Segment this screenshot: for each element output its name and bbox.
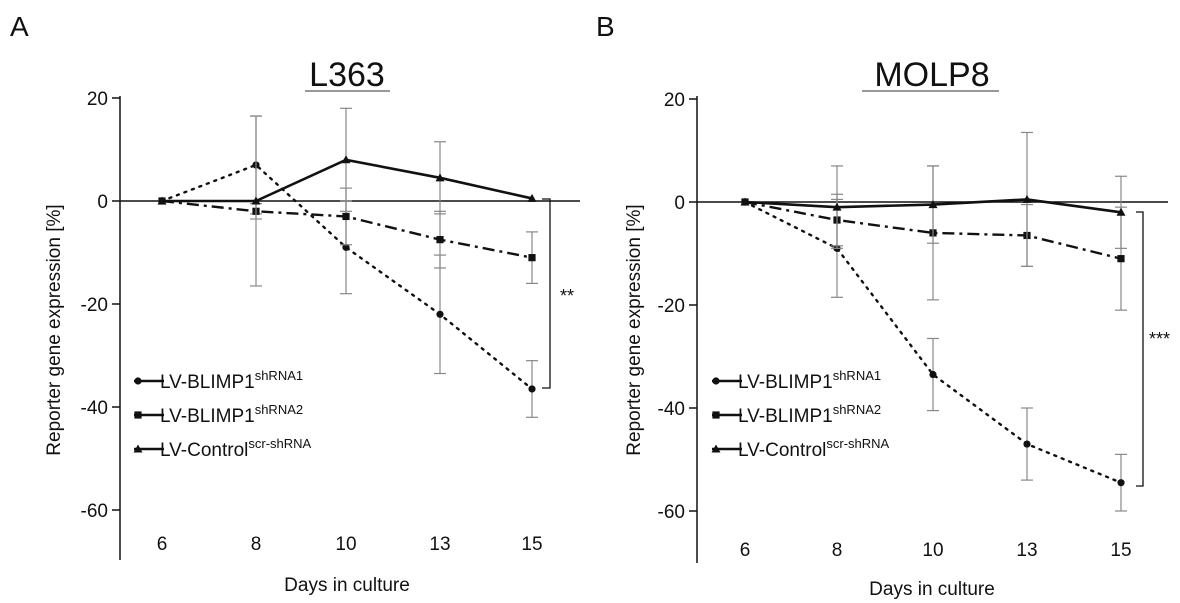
x-tick-label: 6 (157, 534, 168, 555)
x-tick-label: 15 (1110, 540, 1131, 561)
significance-label: ** (560, 286, 574, 306)
legend-entry-name: LV-BLIMP1 (160, 406, 255, 427)
x-tick-label: 15 (521, 534, 542, 555)
data-point (528, 385, 536, 393)
legend-marker (711, 444, 721, 453)
legend-entry-name: LV-BLIMP1 (738, 406, 833, 427)
series-2 (157, 107, 537, 287)
panel-label: B (596, 11, 615, 42)
legend-entry-superscript: shRNA1 (833, 368, 881, 383)
data-point (342, 243, 350, 251)
legend-entry: LV-BLIMP1shRNA1 (738, 368, 881, 393)
data-point (341, 155, 351, 164)
data-point (342, 212, 350, 221)
data-point (1116, 207, 1126, 216)
data-point (832, 202, 842, 211)
data-point (1117, 255, 1125, 263)
x-axis-label: Days in culture (869, 579, 995, 600)
series-line (162, 158, 533, 203)
legend-entry-superscript: shRNA2 (255, 402, 303, 417)
x-tick-label: 8 (251, 534, 262, 555)
y-tick-label: 20 (87, 89, 108, 110)
series-1 (158, 187, 538, 284)
legend-marker (712, 377, 720, 385)
legend-marker (134, 411, 142, 419)
legend: LV-BLIMP1shRNA1LV-BLIMP1shRNA2LV-Control… (711, 368, 890, 461)
legend-entry-superscript: shRNA1 (255, 368, 303, 383)
legend-entry: LV-BLIMP1shRNA1 (160, 368, 303, 393)
y-tick-label: -60 (81, 501, 108, 522)
legend-entry-name: LV-Control (738, 440, 826, 461)
legend-entry: LV-BLIMP1shRNA2 (738, 402, 881, 427)
x-tick-label: 13 (429, 534, 450, 555)
legend-marker (134, 377, 142, 385)
legend-entry-name: LV-Control (160, 440, 248, 461)
series-2 (740, 131, 1127, 267)
legend-entry: LV-Controlscr-shRNA (160, 436, 312, 461)
chart-panel-B: B MOLP8 20 0 -20 -40 -60 6 8 10 13 15 Days in cultur… (596, 11, 1170, 600)
data-point (251, 196, 261, 205)
legend-marker (133, 444, 143, 453)
legend-entry-superscript: scr-shRNA (826, 436, 889, 451)
panel-label: A (10, 11, 29, 42)
data-point (527, 193, 537, 202)
data-point (436, 310, 444, 318)
series-line (160, 163, 534, 391)
data-point (1023, 440, 1031, 448)
significance-bracket (1136, 211, 1144, 487)
x-tick-label: 13 (1016, 540, 1037, 561)
legend: LV-BLIMP1shRNA1LV-BLIMP1shRNA2LV-Control… (133, 368, 312, 461)
y-axis-label: Reporter gene expression [%] (44, 204, 65, 455)
significance-bracket (542, 198, 551, 389)
data-point (740, 197, 750, 206)
x-tick-label: 6 (740, 540, 751, 561)
legend-entry: LV-Controlscr-shRNA (738, 436, 890, 461)
data-point (528, 254, 536, 262)
legend-entry: LV-BLIMP1shRNA2 (160, 402, 303, 427)
legend-entry-superscript: shRNA2 (833, 402, 881, 417)
x-tick-label: 8 (832, 540, 843, 561)
legend-marker (712, 411, 720, 419)
data-point (928, 200, 938, 209)
y-tick-label: 20 (664, 90, 685, 111)
chart-title: MOLP8 (874, 56, 989, 94)
y-tick-label: -60 (658, 502, 685, 523)
data-point (1117, 479, 1125, 487)
y-tick-label: 0 (97, 192, 108, 213)
y-tick-label: 0 (674, 193, 685, 214)
significance-label: *** (1149, 329, 1170, 349)
data-point (157, 196, 167, 205)
legend-entry-superscript: scr-shRNA (248, 436, 311, 451)
data-point (435, 173, 445, 182)
x-tick-label: 10 (922, 540, 943, 561)
y-axis-label: Reporter gene expression [%] (624, 204, 645, 455)
series-1 (741, 165, 1127, 311)
y-tick-label: -40 (658, 399, 685, 420)
y-tick-label: -40 (81, 398, 108, 419)
chart-title: L363 (309, 56, 385, 94)
y-tick-label: -20 (81, 295, 108, 316)
y-tick-label: -20 (658, 296, 685, 317)
x-tick-label: 10 (335, 534, 356, 555)
data-point (436, 236, 444, 244)
data-point (1022, 194, 1032, 203)
legend-entry-name: LV-BLIMP1 (160, 372, 255, 393)
legend-entry-name: LV-BLIMP1 (738, 372, 833, 393)
chart-panel-A: A L363 20 0 -20 -40 -60 6 8 10 13 15 Days in culture… (10, 11, 580, 596)
x-axis-label: Days in culture (284, 575, 410, 596)
data-point (929, 370, 937, 379)
